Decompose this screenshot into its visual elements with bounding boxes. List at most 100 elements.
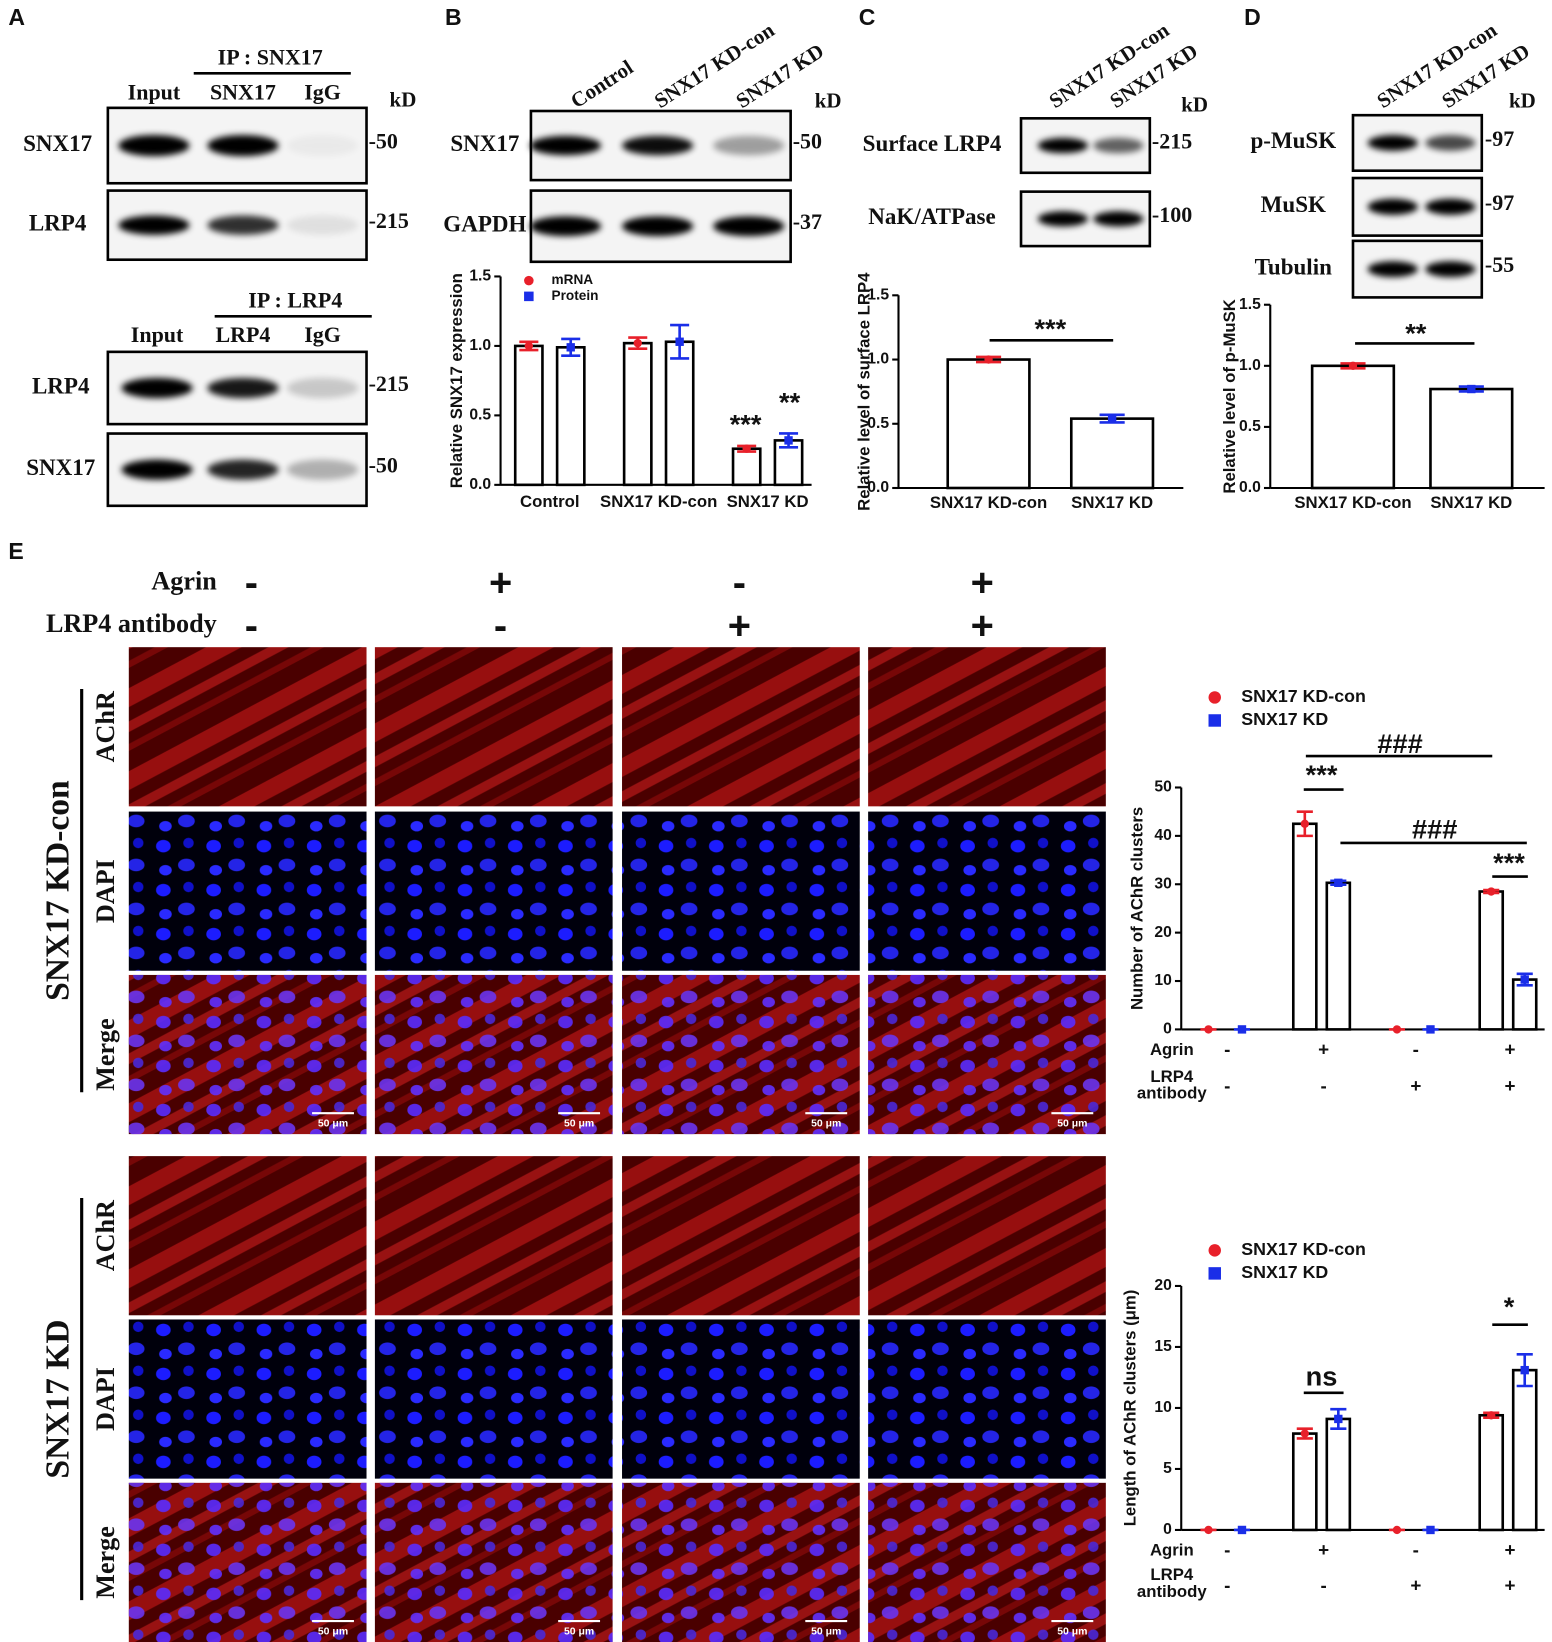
y-tick-label: 1.5 (1239, 296, 1261, 313)
scale-bar-label: 50 μm (811, 1118, 841, 1129)
data-point (1334, 878, 1343, 887)
row-label: LRP4 (32, 372, 90, 398)
y-axis-label: Length of AChR clusters (μm) (1120, 1290, 1139, 1527)
lane-label: SNX17 (210, 79, 276, 104)
size-unit: kD (390, 87, 417, 111)
data-point (1237, 1025, 1247, 1034)
blot-band (121, 377, 193, 399)
blot-band (121, 459, 193, 480)
size-label: -50 (369, 129, 398, 154)
blot-band (286, 459, 359, 480)
bar (1511, 978, 1538, 1031)
treatment-sign: + (971, 604, 994, 648)
scale-bar-label: 50 μm (1057, 1626, 1087, 1637)
x-row-sign: - (1224, 1038, 1230, 1059)
micrograph (128, 1156, 367, 1316)
size-unit: kD (1509, 88, 1536, 112)
blot-band (1367, 261, 1418, 278)
y-axis-label: Relative level of surface LRP4 (854, 272, 873, 511)
y-tick-label: 0.0 (867, 479, 889, 496)
bar (1478, 1413, 1505, 1532)
x-row-sign: + (1318, 1539, 1329, 1560)
blot-band (286, 215, 359, 235)
blot-band (1093, 137, 1144, 154)
treatment-sign: - (245, 604, 258, 648)
legend-label: SNX17 KD (1241, 709, 1328, 729)
bar (555, 346, 586, 487)
panel-label: D (1244, 4, 1261, 30)
legend-marker (1208, 1244, 1221, 1257)
y-tick-label: 1.5 (469, 268, 491, 285)
size-label: -100 (1152, 202, 1192, 227)
blot-band (207, 135, 279, 157)
treatment-sign: + (728, 604, 751, 648)
y-tick-label: 20 (1154, 924, 1172, 941)
significance-mark: ** (779, 386, 801, 417)
data-point (1392, 1025, 1402, 1034)
y-tick-label: 15 (1154, 1338, 1172, 1355)
size-label: -55 (1485, 252, 1514, 277)
size-unit: kD (815, 88, 842, 112)
x-row-sign: - (1413, 1539, 1419, 1560)
channel-label: Merge (91, 1018, 120, 1091)
blot-band (713, 135, 785, 156)
y-tick-label: 30 (1154, 875, 1172, 892)
data-point (524, 341, 534, 351)
micrograph (622, 811, 860, 971)
y-tick-label: 1.0 (867, 351, 889, 368)
significance-mark: * (1504, 1291, 1515, 1322)
treatment-sign: + (971, 561, 994, 605)
data-point (566, 343, 575, 352)
legend-marker (524, 291, 534, 302)
data-point (675, 337, 684, 346)
lane-label: LRP4 (215, 322, 270, 347)
significance-mark: *** (1034, 313, 1066, 344)
y-tick-label: 0.5 (867, 415, 889, 432)
x-tick-label: SNX17 KD (1430, 493, 1512, 512)
row-label: SNX17 (26, 454, 95, 480)
treatment-label: LRP4 antibody (46, 609, 217, 638)
blot-band (286, 377, 359, 399)
x-row-sign: - (1224, 1539, 1230, 1560)
micrograph (622, 647, 860, 807)
size-label: -215 (1152, 129, 1192, 154)
data-point (784, 436, 793, 445)
legend-label: SNX17 KD (1241, 1262, 1328, 1282)
significance-mark: *** (730, 408, 762, 439)
y-tick-label: 0.0 (469, 476, 491, 493)
blot-band (118, 215, 190, 235)
blot-band (286, 135, 359, 157)
scale-bar-label: 50 μm (564, 1626, 594, 1637)
y-tick-label: 10 (1154, 972, 1172, 989)
micrograph-overlay (128, 1482, 367, 1642)
y-tick-label: 0.5 (1239, 418, 1261, 435)
x-row-label: LRP4 antibody (1136, 1069, 1207, 1103)
bar (1429, 387, 1514, 490)
x-tick-label: SNX17 KD-con (600, 492, 717, 511)
size-label: -215 (369, 371, 409, 396)
row-label: GAPDH (443, 210, 526, 236)
x-tick-label: Control (520, 492, 580, 511)
x-row-sign: - (1413, 1038, 1419, 1059)
blot-band (1367, 135, 1418, 151)
micrograph (622, 1319, 860, 1479)
x-row-sign: + (1318, 1038, 1329, 1059)
row-label: SNX17 (450, 130, 519, 156)
lane-label: IgG (304, 322, 341, 347)
row-label: LRP4 (29, 209, 87, 235)
y-tick-label: 0 (1163, 1021, 1172, 1038)
x-row-sign: + (1505, 1539, 1516, 1560)
row-label: MuSK (1261, 191, 1326, 217)
y-axis-label: Relative SNX17 expression (447, 273, 466, 488)
size-label: -37 (793, 209, 822, 234)
size-label: -215 (369, 208, 409, 233)
bar (1310, 364, 1396, 490)
scale-bar-label: 50 μm (811, 1626, 841, 1637)
x-row-sign: + (1410, 1574, 1421, 1595)
data-point (1348, 361, 1358, 371)
scale-bar-label: 50 μm (318, 1626, 348, 1637)
data-point (1237, 1525, 1247, 1535)
x-row-label: Agrin (1150, 1040, 1194, 1059)
micrograph (868, 1156, 1106, 1316)
